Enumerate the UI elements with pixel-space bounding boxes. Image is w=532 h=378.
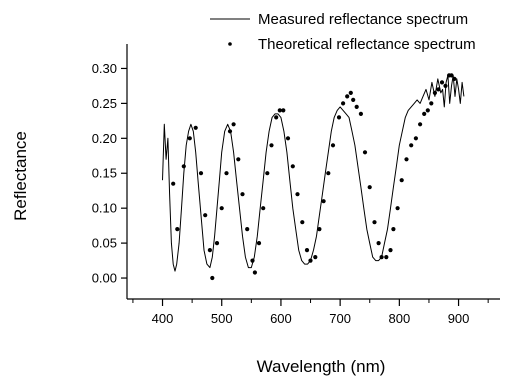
theoretical-point xyxy=(210,275,215,281)
theoretical-point xyxy=(362,150,368,155)
plot-area xyxy=(162,73,465,281)
x-axis-title: Wavelength (nm) xyxy=(257,357,386,376)
legend-label-theoretical: Theoretical reflectance spectrum xyxy=(258,36,476,53)
theoretical-point xyxy=(404,157,409,162)
measured-spectrum-line xyxy=(162,74,465,272)
theoretical-point xyxy=(245,227,250,232)
theoretical-point xyxy=(399,178,404,183)
theoretical-point xyxy=(240,192,245,197)
theoretical-point xyxy=(285,136,291,141)
theoretical-point xyxy=(321,199,326,204)
theoretical-point xyxy=(171,181,176,186)
theoretical-point xyxy=(330,143,336,148)
theoretical-point xyxy=(449,73,454,78)
theoretical-point xyxy=(358,111,363,116)
x-tick-label: 800 xyxy=(388,311,410,326)
legend: Measured reflectance spectrum Theoretica… xyxy=(210,11,476,53)
theoretical-point xyxy=(269,143,274,148)
theoretical-point xyxy=(256,241,262,246)
y-tick-label: 0.05 xyxy=(92,236,117,251)
theoretical-point xyxy=(300,220,305,225)
theoretical-point xyxy=(388,248,393,253)
axes xyxy=(126,44,500,300)
x-tick-label: 900 xyxy=(448,311,470,326)
x-tick-label: 600 xyxy=(270,311,292,326)
y-tick-label: 0.10 xyxy=(92,201,117,216)
theoretical-point xyxy=(227,129,233,134)
theoretical-point xyxy=(219,206,224,211)
theoretical-point xyxy=(395,206,400,211)
theoretical-point xyxy=(207,248,212,253)
theoretical-point xyxy=(265,171,270,176)
x-tick-label: 400 xyxy=(152,311,174,326)
theoretical-point xyxy=(277,108,282,113)
theoretical-point xyxy=(429,101,434,106)
y-ticks: 0.00 0.05 0.10 0.15 0.20 0.25 0.30 xyxy=(92,61,127,286)
y-tick-label: 0.20 xyxy=(92,131,117,146)
theoretical-point xyxy=(384,255,389,260)
y-tick-label: 0.15 xyxy=(92,166,117,181)
theoretical-point xyxy=(351,97,356,102)
theoretical-point xyxy=(274,115,279,120)
theoretical-point xyxy=(379,255,384,260)
y-tick-label: 0.25 xyxy=(92,96,117,111)
theoretical-point xyxy=(418,122,423,127)
theoretical-point xyxy=(354,104,359,109)
theoretical-point xyxy=(281,108,286,113)
theoretical-point xyxy=(250,258,255,263)
theoretical-point xyxy=(261,206,266,211)
theoretical-point xyxy=(372,220,377,225)
theoretical-point xyxy=(224,171,229,176)
y-tick-label: 0.30 xyxy=(92,61,117,76)
theoretical-point xyxy=(391,227,396,232)
theoretical-point xyxy=(252,270,257,275)
x-tick-label: 700 xyxy=(329,311,351,326)
theoretical-point xyxy=(193,125,198,130)
theoretical-point xyxy=(341,101,346,106)
theoretical-point xyxy=(236,157,241,162)
theoretical-point xyxy=(175,227,180,232)
theoretical-point xyxy=(367,185,372,190)
theoretical-point xyxy=(295,192,300,197)
theoretical-point xyxy=(443,83,448,88)
theoretical-point xyxy=(432,90,437,95)
theoretical-point xyxy=(345,94,350,99)
theoretical-point xyxy=(422,111,427,116)
theoretical-point xyxy=(413,136,418,141)
theoretical-point xyxy=(187,136,192,141)
theoretical-point xyxy=(313,255,318,260)
theoretical-point xyxy=(452,76,457,81)
theoretical-point xyxy=(203,213,208,218)
theoretical-point xyxy=(317,227,322,232)
theoretical-point xyxy=(425,108,430,113)
theoretical-point xyxy=(348,90,353,95)
theoretical-point xyxy=(181,164,186,169)
y-tick-label: 0.00 xyxy=(92,271,117,286)
legend-label-measured: Measured reflectance spectrum xyxy=(258,11,468,28)
theoretical-point xyxy=(290,164,295,169)
theoretical-point xyxy=(336,115,342,120)
theoretical-point xyxy=(436,87,441,92)
y-axis-title: Reflectance xyxy=(11,131,30,221)
x-tick-label: 500 xyxy=(211,311,233,326)
theoretical-point xyxy=(214,241,220,246)
theoretical-point xyxy=(308,258,313,263)
theoretical-point xyxy=(198,171,204,176)
theoretical-point xyxy=(376,241,381,246)
x-ticks: 400 500 600 700 800 900 xyxy=(132,299,489,326)
theoretical-point xyxy=(231,122,236,127)
theoretical-point xyxy=(304,248,310,253)
theoretical-point xyxy=(439,80,445,85)
theoretical-point xyxy=(409,143,414,148)
legend-dot-swatch xyxy=(228,42,232,46)
theoretical-point xyxy=(326,171,331,176)
